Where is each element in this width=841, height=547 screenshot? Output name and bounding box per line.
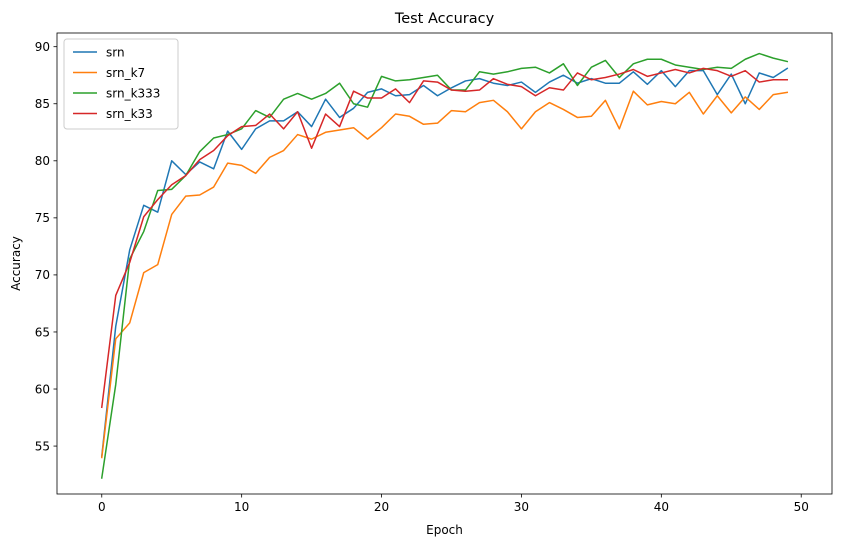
y-tick-label: 80 bbox=[35, 154, 50, 168]
y-tick-label: 85 bbox=[35, 97, 50, 111]
y-tick-label: 60 bbox=[35, 382, 50, 396]
legend-label: srn_k7 bbox=[106, 66, 145, 80]
y-axis-label: Accuracy bbox=[9, 236, 23, 291]
y-axis: 55 60 65 70 75 80 85 90 bbox=[35, 40, 57, 453]
legend-box bbox=[63, 38, 179, 130]
legend: srn srn_k7 srn_k333 srn_k33 bbox=[63, 38, 179, 130]
x-axis: 0 10 20 30 40 50 bbox=[98, 494, 809, 514]
legend-label: srn_k33 bbox=[106, 107, 153, 121]
x-tick-label: 40 bbox=[654, 500, 669, 514]
x-axis-label: Epoch bbox=[426, 523, 463, 537]
y-tick-label: 70 bbox=[35, 268, 50, 282]
x-tick-label: 50 bbox=[794, 500, 809, 514]
plot-area bbox=[56, 32, 833, 495]
x-tick-label: 0 bbox=[98, 500, 106, 514]
y-tick-label: 75 bbox=[35, 211, 50, 225]
y-tick-label: 55 bbox=[35, 439, 50, 453]
series-line-srn bbox=[100, 67, 789, 458]
plot-frame bbox=[56, 32, 833, 495]
legend-label: srn bbox=[106, 45, 125, 59]
series-lines bbox=[100, 52, 789, 479]
x-tick-label: 10 bbox=[234, 500, 249, 514]
chart-title: Test Accuracy bbox=[394, 11, 495, 27]
y-tick-label: 90 bbox=[35, 40, 50, 54]
y-tick-label: 65 bbox=[35, 325, 50, 339]
x-tick-label: 30 bbox=[514, 500, 529, 514]
series-line-srn-k333 bbox=[100, 52, 789, 479]
x-tick-label: 20 bbox=[374, 500, 389, 514]
legend-label: srn_k333 bbox=[106, 86, 160, 100]
series-line-srn-k7 bbox=[100, 90, 789, 459]
series-line-srn-k33 bbox=[100, 67, 788, 409]
